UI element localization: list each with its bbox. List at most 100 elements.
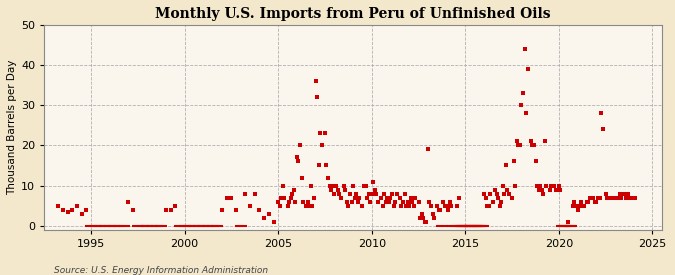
Point <box>513 143 524 148</box>
Point <box>448 224 458 228</box>
Point <box>288 187 299 192</box>
Point <box>507 196 518 200</box>
Point <box>388 204 399 208</box>
Point <box>437 224 448 228</box>
Point <box>594 196 605 200</box>
Point <box>383 199 394 204</box>
Point <box>128 208 138 212</box>
Point <box>365 199 376 204</box>
Point <box>588 196 599 200</box>
Point <box>217 208 227 212</box>
Point <box>488 199 499 204</box>
Point <box>477 224 488 228</box>
Point <box>184 224 194 228</box>
Point <box>306 183 317 188</box>
Point <box>290 199 301 204</box>
Point <box>628 196 639 200</box>
Point <box>444 199 455 204</box>
Point <box>263 211 274 216</box>
Point <box>188 224 199 228</box>
Point <box>472 224 483 228</box>
Point <box>76 211 87 216</box>
Point <box>441 204 452 208</box>
Point <box>274 204 285 208</box>
Point <box>298 199 308 204</box>
Point <box>161 208 171 212</box>
Point <box>86 224 97 228</box>
Point <box>595 111 606 116</box>
Point <box>284 199 294 204</box>
Point <box>165 208 176 212</box>
Point <box>620 196 631 200</box>
Point <box>494 204 505 208</box>
Point <box>470 224 481 228</box>
Point <box>352 199 363 204</box>
Point <box>558 224 569 228</box>
Point <box>416 211 427 216</box>
Point <box>310 79 321 83</box>
Point <box>332 187 343 192</box>
Point <box>516 103 527 108</box>
Point <box>329 191 340 196</box>
Point <box>367 191 377 196</box>
Point <box>385 196 396 200</box>
Point <box>499 191 510 196</box>
Point <box>180 224 190 228</box>
Point <box>349 196 360 200</box>
Point <box>118 224 129 228</box>
Point <box>319 131 330 136</box>
Point <box>109 224 120 228</box>
Point <box>569 199 580 204</box>
Point <box>585 196 595 200</box>
Point <box>602 196 613 200</box>
Point <box>315 131 326 136</box>
Point <box>512 139 522 144</box>
Point <box>245 204 256 208</box>
Point <box>142 224 153 228</box>
Point <box>443 208 454 212</box>
Point <box>497 183 508 188</box>
Point <box>357 204 368 208</box>
Point <box>463 224 474 228</box>
Point <box>363 191 374 196</box>
Point <box>624 196 634 200</box>
Y-axis label: Thousand Barrels per Day: Thousand Barrels per Day <box>7 60 17 195</box>
Point <box>398 199 408 204</box>
Point <box>419 219 430 224</box>
Point <box>381 199 392 204</box>
Point <box>451 224 462 228</box>
Point <box>630 196 641 200</box>
Point <box>519 47 530 51</box>
Point <box>589 199 600 204</box>
Point <box>170 204 181 208</box>
Point <box>460 224 470 228</box>
Point <box>379 191 389 196</box>
Point <box>338 183 349 188</box>
Point <box>474 224 485 228</box>
Point <box>307 204 318 208</box>
Point <box>296 175 307 180</box>
Point <box>587 196 597 200</box>
Point <box>371 191 382 196</box>
Point <box>591 199 601 204</box>
Point <box>545 183 556 188</box>
Point <box>368 179 379 184</box>
Point <box>480 196 491 200</box>
Point <box>369 187 380 192</box>
Point <box>566 224 577 228</box>
Point <box>578 204 589 208</box>
Point <box>469 224 480 228</box>
Point <box>583 199 594 204</box>
Point <box>455 224 466 228</box>
Point <box>452 204 463 208</box>
Point <box>348 183 358 188</box>
Point <box>67 208 78 212</box>
Point <box>392 191 402 196</box>
Point <box>344 191 355 196</box>
Point <box>593 196 603 200</box>
Point <box>331 183 342 188</box>
Point <box>249 191 260 196</box>
Point <box>354 196 364 200</box>
Point <box>377 204 388 208</box>
Point <box>387 191 398 196</box>
